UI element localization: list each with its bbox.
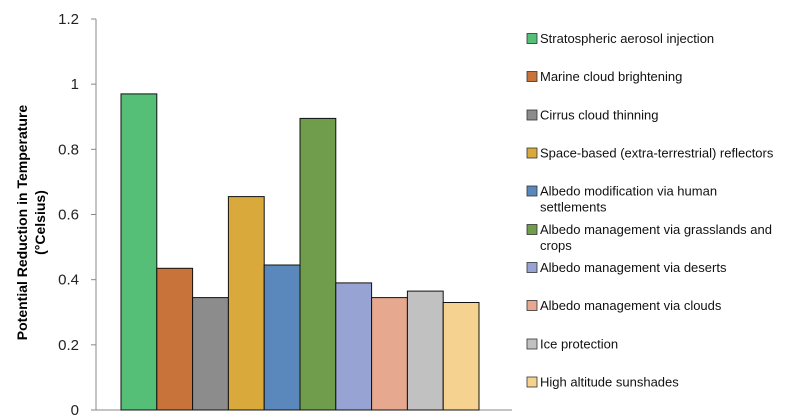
y-axis-title-line: Potential Reduction in Temperature — [14, 105, 30, 341]
legend-swatch — [526, 147, 538, 159]
y-tick-label: 0.2 — [58, 337, 79, 354]
legend-swatch — [526, 109, 538, 121]
legend-label: High altitude sunshades — [540, 375, 679, 390]
legend-swatch — [526, 224, 538, 235]
y-tick-label: 1 — [71, 76, 79, 93]
legend-label: Albedo management via grasslands and — [540, 222, 772, 237]
bar — [406, 290, 444, 411]
y-tick-label: 0.6 — [58, 207, 79, 224]
legend-swatch — [526, 262, 538, 273]
legend-label: crops — [540, 238, 572, 253]
legend-swatch — [526, 71, 538, 82]
y-axis-title-line: (°Celsius) — [32, 190, 48, 255]
bar — [299, 117, 337, 411]
legend: Stratospheric aerosol injection Marine cl… — [526, 31, 774, 390]
legend-label: Albedo management via clouds — [540, 298, 722, 313]
bars — [120, 93, 480, 411]
bar — [335, 282, 373, 411]
legend-label: Albedo modification via human — [540, 184, 717, 199]
bar — [227, 196, 265, 411]
bar — [192, 297, 229, 411]
legend-label: Marine cloud brightening — [540, 69, 682, 84]
bar — [120, 93, 158, 411]
legend-label: Albedo management via deserts — [540, 260, 727, 275]
y-tick-label: 0.4 — [58, 272, 79, 289]
legend-label: Cirrus cloud thinning — [540, 108, 659, 123]
legend-label: Space-based (extra-terrestrial) reflecto… — [540, 146, 774, 161]
y-tick-label: 0.8 — [58, 141, 79, 158]
legend-label: Ice protection — [540, 337, 618, 352]
legend-swatch — [526, 376, 538, 388]
y-axis: 0 0.2 0.4 0.6 0.8 1 1.2 — [58, 11, 512, 419]
bar — [371, 297, 408, 411]
legend-swatch — [526, 185, 538, 197]
y-tick-label: 1.2 — [58, 11, 79, 28]
y-axis-title: Potential Reduction in Temperature (°Cels… — [14, 105, 48, 341]
bar — [263, 264, 301, 411]
legend-swatch — [526, 300, 538, 311]
bar — [156, 267, 194, 411]
legend-label: settlements — [540, 200, 607, 215]
legend-swatch — [526, 338, 538, 350]
legend-label: Stratospheric aerosol injection — [540, 31, 714, 46]
bar — [442, 302, 480, 411]
y-tick-label: 0 — [71, 402, 79, 419]
legend-swatch — [526, 33, 538, 44]
